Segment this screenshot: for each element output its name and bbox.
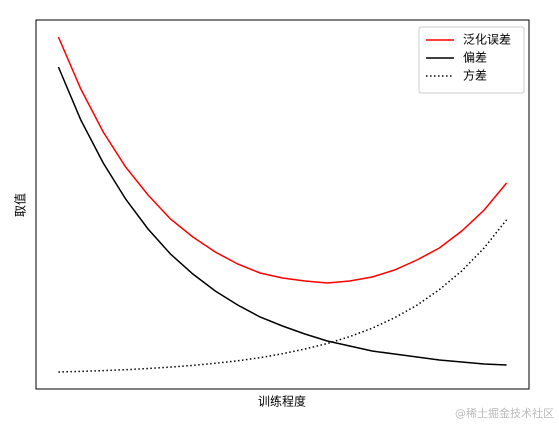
line-series <box>57 66 507 366</box>
plot-frame <box>35 19 530 390</box>
watermark: @稀土掘金技术社区 <box>455 406 554 420</box>
legend-box <box>418 26 525 94</box>
y-axis-label: 取值 <box>13 193 28 217</box>
line-series <box>57 36 508 284</box>
legend-label: 方差 <box>463 68 487 83</box>
legend-label: 偏差 <box>463 50 487 65</box>
legend-label: 泛化误差 <box>463 33 511 47</box>
line-series <box>58 219 508 373</box>
x-axis-label: 训练程度 <box>258 394 306 409</box>
